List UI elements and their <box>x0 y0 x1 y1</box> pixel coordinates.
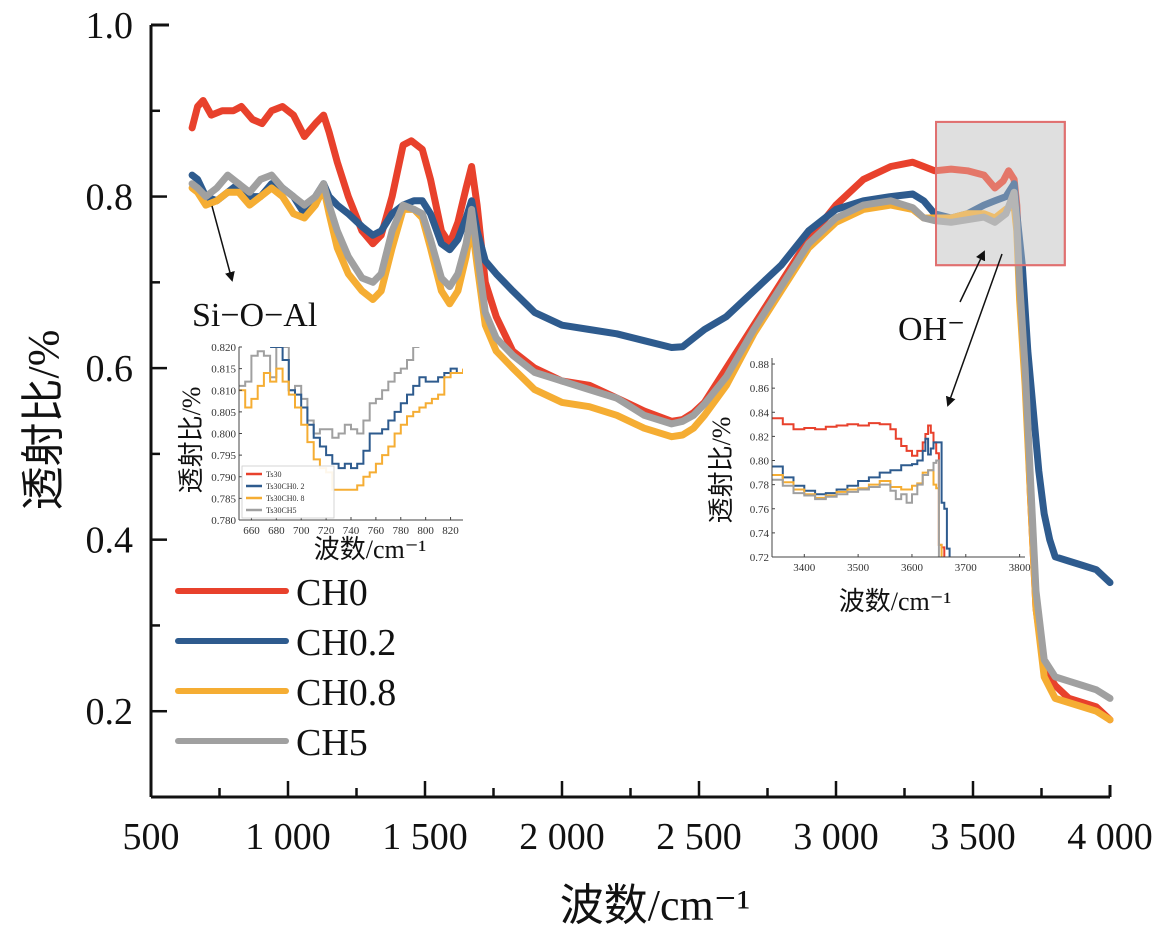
inset-legend-label-ts30ch0-2: Ts30CH0. 2 <box>266 482 305 491</box>
inset-legend-label-ts30ch5: Ts30CH5 <box>266 506 297 515</box>
inset-x-tick-label: 740 <box>343 525 360 537</box>
inset-left: 660 680 700 720 740 760 780 800 820 0.780 0.785 0.7… <box>211 342 463 537</box>
legend: CH0 CH0.2 CH0.8 CH5 <box>175 572 396 764</box>
inset-right-y-title: 透射比/% <box>707 417 736 524</box>
inset-x-tick-label: 820 <box>442 525 459 537</box>
inset-x-tick-label: 3600 <box>901 562 924 574</box>
x-tick-label: 2 500 <box>656 816 742 858</box>
inset-series-ts30ch5 <box>239 347 420 439</box>
legend-label-ch0-2: CH0.2 <box>296 622 396 664</box>
inset-legend-label-ts30ch0-8: Ts30CH0. 8 <box>266 494 305 503</box>
inset-x-tick-label: 3400 <box>793 562 816 574</box>
main-series-group <box>188 97 1114 724</box>
inset-y-tick-label: 0.84 <box>750 407 770 419</box>
annotation-arrow-si-o-al <box>211 205 235 282</box>
inset-left-y-title: 透射比/% <box>177 387 206 494</box>
x-tick-label: 1 000 <box>245 816 331 858</box>
inset-y-tick-label: 0.88 <box>750 359 770 371</box>
inset-series-ch0-2 <box>772 437 951 557</box>
inset-series-ch0-8 <box>772 469 943 557</box>
inset-x-tick-label: 720 <box>318 525 335 537</box>
inset-y-tick-label: 0.805 <box>211 407 236 419</box>
y-tick-label: 0.4 <box>86 520 134 562</box>
inset-series-ts30ch0-2 <box>270 347 463 470</box>
annotation-arrow-oh-up <box>959 250 986 303</box>
inset-series-group <box>239 347 463 491</box>
y-axis-title: 透射比/% <box>19 330 68 511</box>
inset-y-tick-label: 0.800 <box>211 429 236 441</box>
highlight-box <box>935 120 1066 267</box>
inset-x-tick-label: 680 <box>268 525 285 537</box>
inset-y-tick-label: 0.86 <box>750 383 770 395</box>
inset-x-tick-label: 660 <box>243 525 260 537</box>
inset-series-ch5 <box>772 459 940 557</box>
annotation-si-o-al: Si−O−Al <box>192 297 317 334</box>
highlight-box-overlay <box>935 120 1066 267</box>
inset-series-group <box>772 417 951 557</box>
inset-x-tick-label: 800 <box>417 525 434 537</box>
x-ticks: 500 1 000 1 500 2 000 2 500 3 000 3 500 4 000 <box>123 781 1153 858</box>
legend-label-ch5: CH5 <box>296 722 368 764</box>
inset-y-tick-label: 0.72 <box>750 552 769 564</box>
x-tick-label: 1 500 <box>382 816 468 858</box>
legend-label-ch0-8: CH0.8 <box>296 672 396 714</box>
x-axis-title: 波数/cm⁻¹ <box>560 881 750 930</box>
inset-legend-label-ts30: Ts30 <box>266 470 281 479</box>
inset-y-tick-label: 0.78 <box>750 480 770 492</box>
inset-x-tick-label: 780 <box>393 525 410 537</box>
inset-series-ch0 <box>772 417 946 557</box>
inset-y-tick-label: 0.820 <box>211 342 236 354</box>
inset-y-tick-label: 0.810 <box>211 385 236 397</box>
x-tick-label: 3 000 <box>793 816 879 858</box>
inset-series-ts30ch0-8 <box>239 367 463 491</box>
x-tick-label: 500 <box>123 816 180 858</box>
inset-y-tick-label: 0.76 <box>750 504 770 516</box>
inset-right-x-title: 波数/cm⁻¹ <box>839 587 952 616</box>
series-line-ch5 <box>188 171 1114 702</box>
x-tick-label: 3 500 <box>930 816 1016 858</box>
inset-left-x-title: 波数/cm⁻¹ <box>314 535 427 564</box>
x-tick-label: 2 000 <box>519 816 605 858</box>
inset-x-tick-label: 700 <box>293 525 310 537</box>
inset-y-tick-label: 0.790 <box>211 472 236 484</box>
inset-y-tick-label: 0.795 <box>211 450 236 462</box>
annotation-arrow-oh-down <box>945 253 1003 407</box>
x-tick-label: 4 000 <box>1067 816 1153 858</box>
inset-right: 3400 3500 3600 3700 3800 0.72 0.74 0.76 0.78 0.80… <box>750 358 1031 574</box>
inset-y-tick-label: 0.82 <box>750 431 769 443</box>
inset-y-tick-label: 0.80 <box>750 456 770 468</box>
inset-x-tick-label: 3500 <box>847 562 870 574</box>
inset-y-tick-label: 0.785 <box>211 493 236 505</box>
inset-x-tick-label: 3700 <box>955 562 978 574</box>
inset-x-tick-label: 3800 <box>1009 562 1032 574</box>
inset-y-tick-label: 0.780 <box>211 515 236 527</box>
inset-y-tick-label: 0.74 <box>750 528 770 540</box>
y-tick-label: 0.6 <box>86 348 134 390</box>
inset-y-tick-label: 0.815 <box>211 364 236 376</box>
inset-x-tick-label: 760 <box>368 525 385 537</box>
y-tick-label: 0.2 <box>86 691 134 733</box>
y-tick-label: 0.8 <box>86 177 134 219</box>
y-tick-label: 1.0 <box>86 5 134 47</box>
y-ticks: 0.2 0.4 0.6 0.8 1.0 <box>86 5 167 733</box>
annotation-oh: OH⁻ <box>898 311 965 348</box>
legend-label-ch0: CH0 <box>296 572 368 614</box>
